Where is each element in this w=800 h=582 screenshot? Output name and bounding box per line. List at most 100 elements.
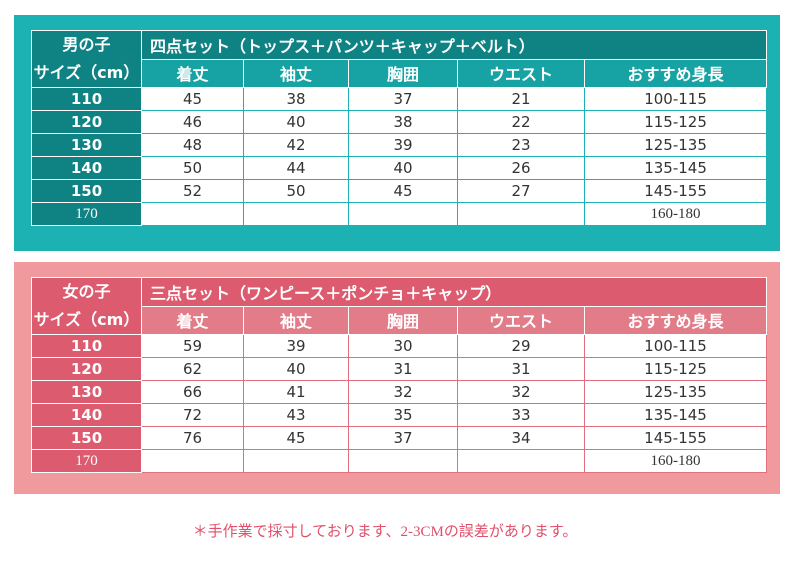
value-cell: 59 (141, 334, 244, 358)
column-header: ウエスト (457, 58, 585, 88)
value-cell: 40 (243, 110, 349, 134)
table-row: 130 66 41 32 32 125-135 (31, 380, 768, 404)
column-header: 胸囲 (348, 305, 458, 335)
value-cell: 52 (141, 179, 244, 203)
table-row: 150 76 45 37 34 145-155 (31, 426, 768, 450)
value-cell: 29 (457, 334, 585, 358)
table-row: 120 46 40 38 22 115-125 (31, 110, 768, 134)
value-cell (141, 449, 244, 473)
value-cell (348, 202, 458, 226)
value-cell: 62 (141, 357, 244, 381)
value-cell: 45 (348, 179, 458, 203)
size-cell: 150 (31, 179, 142, 203)
value-cell: 23 (457, 133, 585, 157)
size-cell: 140 (31, 403, 142, 427)
size-header: 女の子 サイズ（cm） (31, 277, 142, 335)
size-cell: 120 (31, 357, 142, 381)
value-cell: 76 (141, 426, 244, 450)
value-cell: 33 (457, 403, 585, 427)
table-row: 110 45 38 37 21 100-115 (31, 87, 768, 111)
size-cell: 130 (31, 133, 142, 157)
table-row: 140 72 43 35 33 135-145 (31, 403, 768, 427)
column-header: 着丈 (141, 305, 244, 335)
value-cell: 39 (243, 334, 349, 358)
column-header: おすすめ身長 (583, 305, 768, 335)
corner-gender-label: 男の子 (62, 35, 111, 54)
value-cell: 38 (243, 87, 349, 111)
table-row: 140 50 44 40 26 135-145 (31, 156, 768, 180)
girls-size-table: 女の子 サイズ（cm） 三点セット（ワンピース＋ポンチョ＋キャップ） 着丈 袖丈胸… (31, 277, 768, 473)
value-cell: 46 (141, 110, 244, 134)
size-cell: 110 (31, 334, 142, 358)
size-cell: 140 (31, 156, 142, 180)
value-cell: 35 (348, 403, 458, 427)
value-cell: 145-155 (583, 179, 768, 203)
column-header: 袖丈 (243, 305, 349, 335)
table-row: 110 59 39 30 29 100-115 (31, 334, 768, 358)
value-cell: 39 (348, 133, 458, 157)
value-cell (141, 202, 244, 226)
value-cell: 145-155 (583, 426, 768, 450)
boys-size-table: 男の子 サイズ（cm） 四点セット（トップス＋パンツ＋キャップ＋ベルト） 着丈袖… (31, 30, 768, 226)
size-cell: 170 (31, 202, 142, 226)
value-cell: 72 (141, 403, 244, 427)
value-cell: 125-135 (583, 380, 768, 404)
value-cell: 100-115 (583, 334, 768, 358)
value-cell: 160-180 (583, 202, 768, 226)
value-cell: 37 (348, 426, 458, 450)
column-header: 胸囲 (348, 58, 458, 88)
value-cell: 30 (348, 334, 458, 358)
corner-size-label: サイズ（cm） (33, 310, 140, 329)
girls-size-panel: 女の子 サイズ（cm） 三点セット（ワンピース＋ポンチョ＋キャップ） 着丈 袖丈胸… (14, 262, 780, 494)
column-header: ウエスト (457, 305, 585, 335)
value-cell: 32 (457, 380, 585, 404)
value-cell: 160-180 (583, 449, 768, 473)
value-cell: 31 (348, 357, 458, 381)
value-cell: 22 (457, 110, 585, 134)
value-cell: 44 (243, 156, 349, 180)
value-cell: 26 (457, 156, 585, 180)
table-row: 150 52 50 45 27 145-155 (31, 179, 768, 203)
value-cell: 135-145 (583, 403, 768, 427)
value-cell: 34 (457, 426, 585, 450)
column-header: 着丈 (141, 58, 244, 88)
value-cell (457, 449, 585, 473)
value-cell: 21 (457, 87, 585, 111)
value-cell: 135-145 (583, 156, 768, 180)
size-cell: 120 (31, 110, 142, 134)
size-cell: 170 (31, 449, 142, 473)
table-row: 130 48 42 39 23 125-135 (31, 133, 768, 157)
size-header: 男の子 サイズ（cm） (31, 30, 142, 88)
value-cell: 41 (243, 380, 349, 404)
set-title: 四点セット（トップス＋パンツ＋キャップ＋ベルト） (140, 30, 768, 60)
value-cell: 125-135 (583, 133, 768, 157)
column-header: おすすめ身長 (583, 58, 768, 88)
value-cell: 38 (348, 110, 458, 134)
value-cell: 43 (243, 403, 349, 427)
table-row: 170 160-180 (31, 449, 768, 473)
value-cell (348, 449, 458, 473)
corner-gender-label: 女の子 (62, 282, 111, 301)
value-cell: 45 (141, 87, 244, 111)
size-cell: 130 (31, 380, 142, 404)
value-cell: 45 (243, 426, 349, 450)
table-row: 120 62 40 31 31 115-125 (31, 357, 768, 381)
value-cell: 50 (243, 179, 349, 203)
value-cell: 40 (348, 156, 458, 180)
value-cell: 115-125 (583, 357, 768, 381)
value-cell (457, 202, 585, 226)
value-cell: 40 (243, 357, 349, 381)
corner-size-label: サイズ（cm） (33, 63, 140, 82)
measurement-note: ＊手作業で採寸しております、2-3CMの誤差があります。 (192, 524, 578, 540)
value-cell (243, 202, 349, 226)
value-cell: 115-125 (583, 110, 768, 134)
column-header: 袖丈 (243, 58, 349, 88)
value-cell: 37 (348, 87, 458, 111)
value-cell: 32 (348, 380, 458, 404)
value-cell: 100-115 (583, 87, 768, 111)
value-cell: 50 (141, 156, 244, 180)
value-cell: 66 (141, 380, 244, 404)
table-row: 170 160-180 (31, 202, 768, 226)
value-cell (243, 449, 349, 473)
value-cell: 42 (243, 133, 349, 157)
